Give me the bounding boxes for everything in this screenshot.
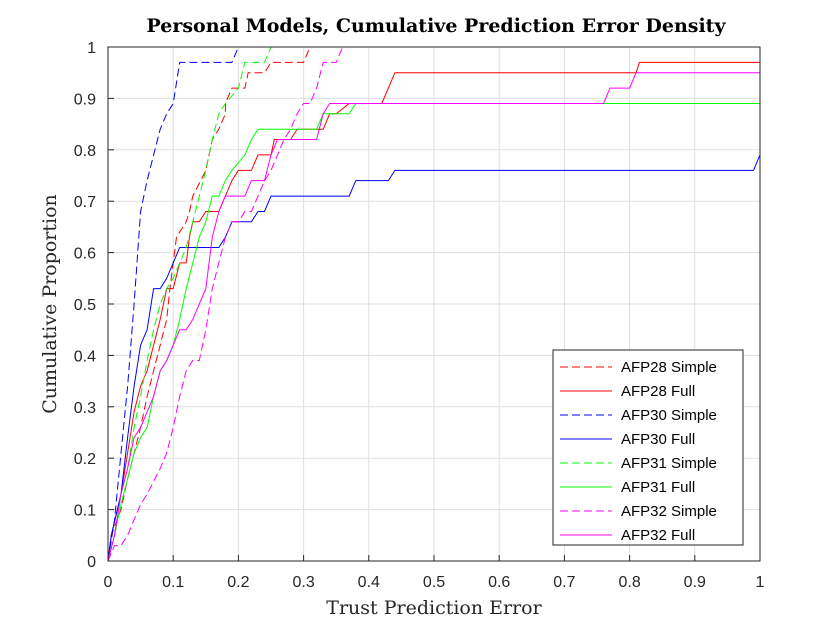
x-tick-label: 0.5 (423, 574, 445, 591)
series-line-afp28-simple (107, 46, 760, 562)
y-tick-label: 0.8 (74, 143, 96, 160)
series-line-afp30-full (107, 154, 761, 562)
series-line-afp31-simple (107, 46, 760, 562)
legend-label-afp28-full: AFP28 Full (621, 383, 695, 400)
legend-box (552, 349, 744, 546)
y-tick-label: 0.9 (74, 91, 96, 108)
y-tick-labels: 0 0.1 0.2 0.3 0.4 0.5 0.6 0.7 0.8 0.9 1 (74, 40, 114, 571)
series-lines (107, 46, 761, 562)
chart-title: Personal Models, Cumulative Prediction E… (146, 15, 726, 37)
legend-label-afp31-full: AFP31 Full (621, 479, 695, 496)
legend: AFP28 Simple AFP28 Full AFP30 Simple AFP30 … (552, 349, 744, 546)
series-line-afp32-full (107, 72, 760, 562)
y-tick-label: 0.5 (74, 297, 96, 314)
y-tick-label: 0.6 (74, 246, 96, 263)
legend-label-afp32-full: AFP32 Full (621, 527, 695, 544)
x-tick-label: 0.1 (162, 574, 184, 591)
legend-label-afp31-simple: AFP31 Simple (621, 455, 717, 472)
series-line-afp31-full (107, 103, 760, 562)
legend-label-afp30-simple: AFP30 Simple (621, 407, 717, 424)
x-tick-label: 0.7 (553, 574, 575, 591)
y-tick-label: 1 (87, 40, 96, 57)
x-tick-label: 0.9 (684, 574, 706, 591)
x-tick-labels: 0 0.1 0.2 0.3 0.4 0.5 0.6 0.7 0.8 0.9 1 (104, 555, 765, 591)
x-tick-label: 0.8 (618, 574, 640, 591)
x-tick-label: 0.4 (358, 574, 380, 591)
legend-label-afp28-simple: AFP28 Simple (621, 359, 717, 376)
y-tick-label: 0 (87, 554, 96, 571)
legend-label-afp30-full: AFP30 Full (621, 431, 695, 448)
series-line-afp30-simple (107, 46, 760, 562)
y-axis-label: Cumulative Proportion (39, 194, 61, 414)
x-tick-label: 0.3 (292, 574, 314, 591)
y-tick-label: 0.4 (74, 348, 96, 365)
y-tick-label: 0.7 (74, 194, 96, 211)
x-tick-label: 0 (104, 574, 113, 591)
y-tick-label: 0.3 (74, 400, 96, 417)
y-tick-label: 0.2 (74, 451, 96, 468)
x-tick-label: 0.6 (488, 574, 510, 591)
x-axis-label: Trust Prediction Error (326, 597, 542, 619)
x-tick-label: 1 (756, 574, 765, 591)
series-line-afp32-simple (107, 46, 760, 562)
x-tick-label: 0.2 (227, 574, 249, 591)
y-tick-label: 0.1 (74, 503, 96, 520)
legend-label-afp32-simple: AFP32 Simple (621, 503, 717, 520)
